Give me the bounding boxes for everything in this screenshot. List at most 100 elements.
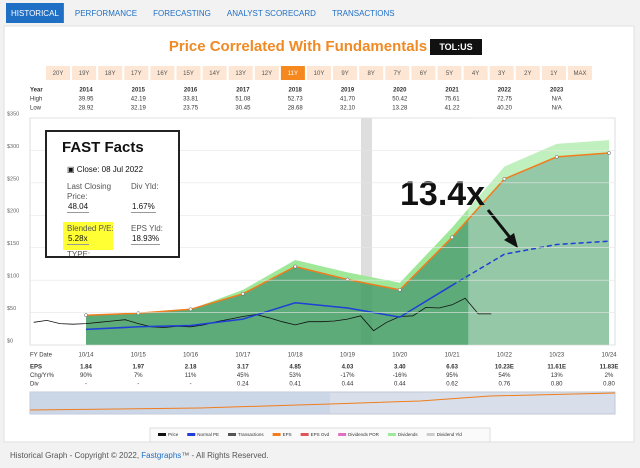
- x-axis-label: FY Date: [30, 353, 53, 359]
- y-tick-label: $50: [7, 306, 16, 312]
- footer-tail: ™ - All Rights Reserved.: [181, 451, 269, 460]
- year-cell: 2019: [341, 88, 355, 94]
- footer-link[interactable]: Fastgraphs: [141, 451, 182, 460]
- x-tick-label: 10/22: [497, 353, 513, 359]
- range-label: 14Y: [209, 71, 220, 77]
- range-button[interactable]: [411, 66, 436, 80]
- stats-cell: 1.97: [132, 365, 144, 371]
- legend-label: EPS: [283, 432, 292, 437]
- range-label: 6Y: [420, 71, 427, 77]
- close-date: ▣ Close: 08 Jul 2022: [67, 165, 144, 174]
- x-tick-label: 10/19: [340, 353, 356, 359]
- arrow-head: [504, 233, 518, 248]
- tab-active-bg: [6, 3, 64, 23]
- range-label: 16Y: [157, 71, 168, 77]
- range-button[interactable]: [176, 66, 201, 80]
- range-button[interactable]: [124, 66, 149, 80]
- range-label: 15Y: [183, 71, 194, 77]
- x-tick-label: 10/24: [601, 353, 617, 359]
- x-tick-label: 10/16: [183, 353, 199, 359]
- eps-point: [136, 311, 141, 316]
- legend-swatch: [228, 433, 237, 436]
- x-tick-label: 10/23: [549, 353, 565, 359]
- stats-row-label: Chg/Yr%: [30, 373, 55, 379]
- year-cell: 30.45: [235, 106, 251, 112]
- range-button[interactable]: [202, 66, 227, 80]
- range-button[interactable]: [98, 66, 123, 80]
- range-button[interactable]: [359, 66, 384, 80]
- tab[interactable]: FORECASTING: [153, 9, 211, 18]
- range-button[interactable]: [385, 66, 410, 80]
- stats-cell: 4.85: [289, 365, 301, 371]
- year-cell: 13.28: [392, 106, 408, 112]
- range-label: 4Y: [472, 71, 479, 77]
- tab[interactable]: PERFORMANCE: [75, 9, 137, 18]
- stats-cell: 0.76: [499, 382, 511, 388]
- navigator-window: [30, 392, 330, 414]
- range-label: 18Y: [105, 71, 116, 77]
- normal-pe-line: [451, 240, 610, 286]
- legend-label: Dividend Yld: [437, 432, 463, 437]
- legend-label: Dividends POR: [348, 432, 380, 437]
- year-cell: 2016: [184, 88, 198, 94]
- label: Last Closing Price:: [67, 182, 112, 201]
- tab[interactable]: HISTORICAL: [11, 9, 59, 18]
- year-cell: 72.75: [497, 97, 513, 103]
- stats-cell: -17%: [340, 373, 355, 379]
- range-button[interactable]: [463, 66, 488, 80]
- range-button[interactable]: [515, 66, 540, 80]
- range-button[interactable]: [228, 66, 253, 80]
- range-button[interactable]: [46, 66, 70, 80]
- stats-cell: 1.84: [80, 365, 92, 371]
- stats-cell: 13%: [551, 373, 564, 379]
- year-cell: 32.19: [131, 106, 147, 112]
- range-label: 12Y: [261, 71, 272, 77]
- title: Price Correlated With Fundamentals: [169, 38, 427, 55]
- range-label: MAX: [573, 71, 586, 77]
- legend-label: Dividends: [398, 432, 419, 437]
- stats-cell: 0.24: [237, 382, 249, 388]
- eps-point: [554, 155, 559, 159]
- range-button[interactable]: [489, 66, 514, 80]
- range-button[interactable]: [541, 66, 566, 80]
- year-cell: 33.81: [183, 97, 199, 103]
- year-cell: 2017: [236, 88, 250, 94]
- eps-point: [450, 235, 454, 240]
- range-button[interactable]: [280, 66, 305, 80]
- range-button[interactable]: [150, 66, 175, 80]
- year-cell: 42.19: [131, 97, 147, 103]
- ticker-badge: [430, 39, 482, 55]
- range-button[interactable]: [437, 66, 462, 80]
- year-cell: 39.95: [78, 97, 94, 103]
- range-button[interactable]: [72, 66, 97, 80]
- label: Blended P/E:: [67, 224, 114, 233]
- range-button[interactable]: [254, 66, 279, 80]
- label: Div Yld:: [131, 182, 159, 191]
- stats-cell: 53%: [289, 373, 302, 379]
- year-row-label: Year: [30, 88, 43, 94]
- year-cell: 2018: [289, 88, 303, 94]
- range-button[interactable]: [307, 66, 331, 80]
- tab[interactable]: TRANSACTIONS: [332, 9, 395, 18]
- eps-point: [84, 313, 88, 318]
- year-cell: N/A: [552, 106, 562, 112]
- y-tick-label: $150: [7, 241, 19, 247]
- year-row-label: High: [30, 97, 42, 103]
- stats-cell: 0.41: [289, 382, 301, 388]
- tab[interactable]: ANALYST SCORECARD: [227, 9, 316, 18]
- eps-point: [293, 264, 298, 269]
- ticker: TOL:US: [439, 42, 472, 52]
- range-label: 17Y: [131, 71, 142, 77]
- stats-cell: 45%: [237, 373, 250, 379]
- year-cell: 2022: [498, 88, 512, 94]
- year-cell: 28.68: [288, 106, 304, 112]
- value: 1.67%: [131, 202, 156, 213]
- stats-row-label: EPS: [30, 365, 42, 371]
- year-cell: 40.20: [497, 106, 513, 112]
- stats-row-label: Div: [30, 382, 39, 388]
- year-cell: 2014: [79, 88, 93, 94]
- range-button[interactable]: [568, 66, 592, 80]
- range-button[interactable]: [333, 66, 358, 80]
- stats-cell: 54%: [498, 373, 511, 379]
- legend-label: Price: [168, 432, 179, 437]
